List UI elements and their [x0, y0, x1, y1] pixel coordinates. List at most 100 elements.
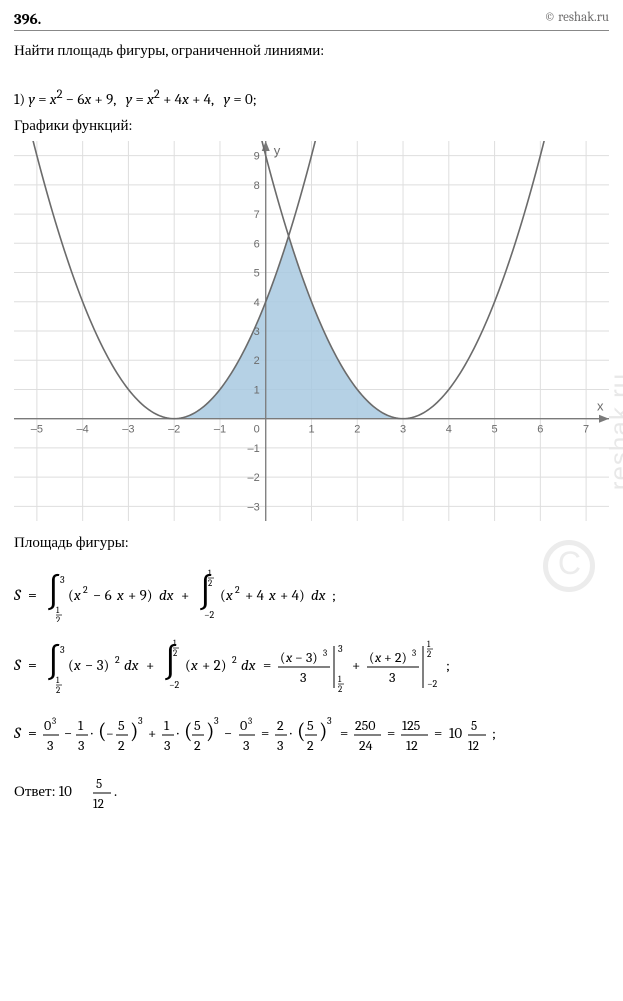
svg-text:x: x	[73, 586, 81, 604]
subproblem-label: 1)	[14, 90, 25, 108]
svg-text:3: 3	[389, 669, 395, 686]
header: 396. © reshak.ru	[14, 10, 609, 31]
svg-text:12: 12	[468, 739, 479, 754]
svg-text:(: (	[184, 718, 192, 744]
svg-text:5: 5	[471, 719, 477, 734]
area-label: Площадь фигуры:	[14, 533, 609, 552]
svg-text:5: 5	[194, 717, 201, 734]
svg-text:x: x	[225, 586, 233, 604]
svg-text:3: 3	[214, 715, 219, 727]
svg-text:−2: −2	[169, 679, 180, 691]
svg-text:+ 4): + 4)	[280, 586, 305, 604]
copyright: © reshak.ru	[544, 10, 609, 28]
svg-text:5: 5	[492, 424, 498, 436]
svg-text:–1: –1	[214, 424, 226, 436]
svg-text:x: x	[116, 586, 124, 604]
svg-text:6: 6	[537, 424, 543, 436]
svg-text:x: x	[268, 586, 276, 604]
svg-text:2: 2	[254, 355, 260, 367]
svg-text:(: (	[68, 586, 74, 604]
chart: –5–4–3–2–11234567–3–2–11234567890xy	[14, 141, 609, 525]
svg-text:7: 7	[583, 424, 589, 436]
svg-text:2: 2	[83, 584, 88, 596]
svg-text:125: 125	[402, 717, 421, 734]
svg-text:–2: –2	[247, 472, 259, 484]
math-line-2: S = ∫ 3 1 2 ( x − 3) 2 dx + ∫ 1 2 −2 ( x…	[14, 632, 609, 694]
svg-text:3: 3	[248, 717, 252, 727]
svg-text:–4: –4	[77, 424, 89, 436]
svg-text:5: 5	[254, 268, 260, 280]
svg-text:1: 1	[254, 384, 260, 396]
svg-text:3: 3	[52, 717, 56, 727]
svg-text:5: 5	[307, 717, 314, 734]
svg-text:3: 3	[138, 715, 143, 727]
math-line-1: S = ∫ 3 1 2 ( x 2 − 6 x + 9) dx + ∫ 1 2 …	[14, 562, 609, 622]
svg-text:–3: –3	[122, 424, 134, 436]
svg-text:− 3): − 3)	[85, 656, 109, 674]
svg-text:(: (	[369, 649, 374, 666]
svg-text:=: =	[28, 586, 37, 604]
svg-text:6: 6	[254, 238, 260, 250]
svg-text:5: 5	[96, 777, 102, 792]
svg-text:3: 3	[47, 737, 53, 754]
svg-text:5: 5	[118, 717, 125, 734]
svg-text:Ответ: 10: Ответ: 10	[14, 782, 72, 800]
svg-text:− 6: − 6	[93, 586, 112, 604]
graphs-label: Графики функций:	[14, 116, 609, 135]
svg-text:−: −	[224, 724, 232, 742]
svg-text:8: 8	[254, 180, 260, 192]
svg-text:=: =	[434, 724, 442, 742]
svg-text:2: 2	[56, 686, 60, 694]
svg-text:x: x	[73, 656, 81, 674]
svg-text:3: 3	[78, 737, 84, 754]
svg-text:+ 9): + 9)	[128, 586, 153, 604]
svg-text:2: 2	[118, 737, 125, 754]
svg-text:=: =	[263, 656, 271, 674]
svg-text:12: 12	[406, 737, 418, 754]
svg-text:7: 7	[254, 209, 260, 221]
svg-text:3: 3	[164, 737, 170, 754]
svg-text:2: 2	[208, 579, 212, 589]
svg-text:dx: dx	[159, 586, 174, 604]
svg-text:1: 1	[164, 717, 170, 734]
svg-text:3: 3	[338, 643, 343, 655]
svg-text:2: 2	[232, 654, 237, 666]
svg-text:=: =	[261, 724, 269, 742]
svg-text:·: ·	[91, 724, 93, 742]
answer: Ответ: 10 5 12 .	[14, 770, 609, 812]
svg-text:;: ;	[446, 656, 450, 674]
svg-text:24: 24	[359, 737, 373, 754]
problem-number: 396.	[14, 10, 41, 28]
svg-text:−2: −2	[204, 609, 215, 621]
svg-text:.: .	[114, 782, 117, 800]
svg-text:3: 3	[300, 669, 306, 686]
svg-text:4: 4	[254, 297, 260, 309]
svg-text:10: 10	[449, 724, 462, 742]
svg-text:3: 3	[243, 737, 249, 754]
subproblem: 1) y = x2 − 6x + 9, y = x2 + 4x + 4, y =…	[14, 88, 609, 108]
svg-text:+ 2): + 2)	[384, 649, 407, 666]
svg-text:(: (	[280, 649, 285, 666]
math-line-3: S = 0 3 3 − 1 3 · ( − 5 2 ) 3 + 1 3	[14, 704, 609, 760]
svg-text:1: 1	[427, 640, 431, 650]
svg-text:·: ·	[290, 724, 292, 742]
svg-text:9: 9	[254, 151, 260, 163]
svg-text:0: 0	[44, 717, 51, 734]
svg-text:1: 1	[308, 424, 314, 436]
svg-text:x: x	[374, 649, 382, 666]
svg-text:−: −	[106, 725, 114, 742]
svg-text:·: ·	[177, 724, 179, 742]
svg-text:0: 0	[240, 717, 247, 734]
svg-text:(: (	[220, 586, 226, 604]
svg-text:dx: dx	[311, 586, 326, 604]
svg-text:2: 2	[277, 717, 284, 734]
svg-text:+: +	[148, 724, 156, 742]
svg-text:3: 3	[327, 715, 332, 727]
svg-text:2: 2	[194, 737, 201, 754]
svg-text:2: 2	[354, 424, 360, 436]
svg-text:+: +	[181, 586, 189, 604]
svg-text:;: ;	[492, 724, 496, 742]
svg-text:x: x	[285, 649, 293, 666]
svg-text:;: ;	[332, 586, 336, 604]
svg-text:3: 3	[60, 574, 65, 586]
